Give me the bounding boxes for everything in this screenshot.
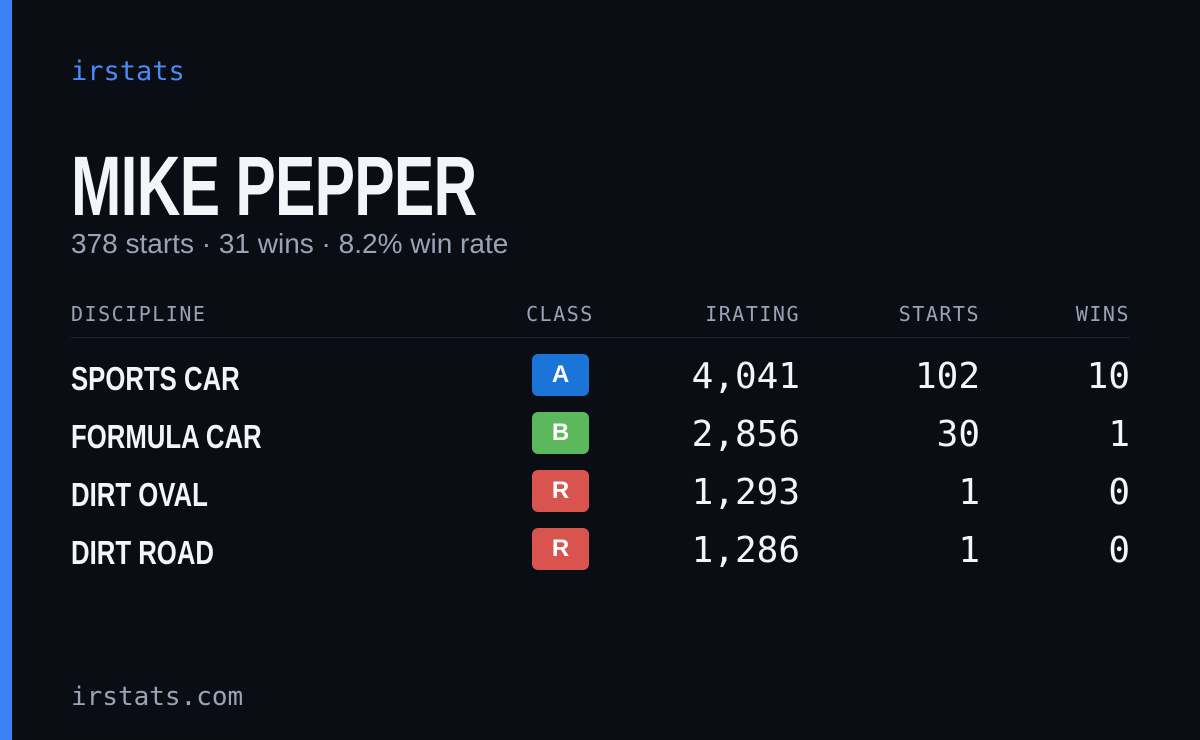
stat-value: 4,041 <box>691 356 800 397</box>
stat-value: 1 <box>958 530 980 571</box>
discipline: SPORTS CAR <box>71 360 240 397</box>
discipline: DIRT OVAL <box>71 476 208 513</box>
column-header: WINS <box>1075 302 1130 326</box>
stat-value: 1 <box>1108 414 1130 455</box>
class-badge: R <box>532 528 589 570</box>
brand: irstats <box>71 56 185 87</box>
stat-value: 2,856 <box>691 414 800 455</box>
discipline: FORMULA CAR <box>71 418 262 455</box>
header-rule <box>71 337 1130 338</box>
stat-value: 102 <box>914 356 980 397</box>
footer: irstats.com <box>71 682 244 712</box>
column-header: CLASS <box>526 302 594 326</box>
player-name: MIKE PEPPER <box>71 139 477 233</box>
stat-value: 1 <box>958 472 980 513</box>
stat-value: 1,286 <box>691 530 800 571</box>
stat-value: 10 <box>1086 356 1130 397</box>
column-header: STARTS <box>898 302 980 326</box>
discipline: DIRT ROAD <box>71 534 214 571</box>
column-header: DISCIPLINE <box>71 302 207 326</box>
stat-value: 0 <box>1108 530 1130 571</box>
column-header: IRATING <box>705 302 800 326</box>
class-badge: B <box>532 412 589 454</box>
class-badge: A <box>532 354 589 396</box>
accent-bar <box>0 0 12 740</box>
player-summary: 378 starts · 31 wins · 8.2% win rate <box>71 228 509 259</box>
stat-value: 0 <box>1108 472 1130 513</box>
class-badge: R <box>532 470 589 512</box>
stat-value: 1,293 <box>691 472 800 513</box>
stat-value: 30 <box>936 414 980 455</box>
